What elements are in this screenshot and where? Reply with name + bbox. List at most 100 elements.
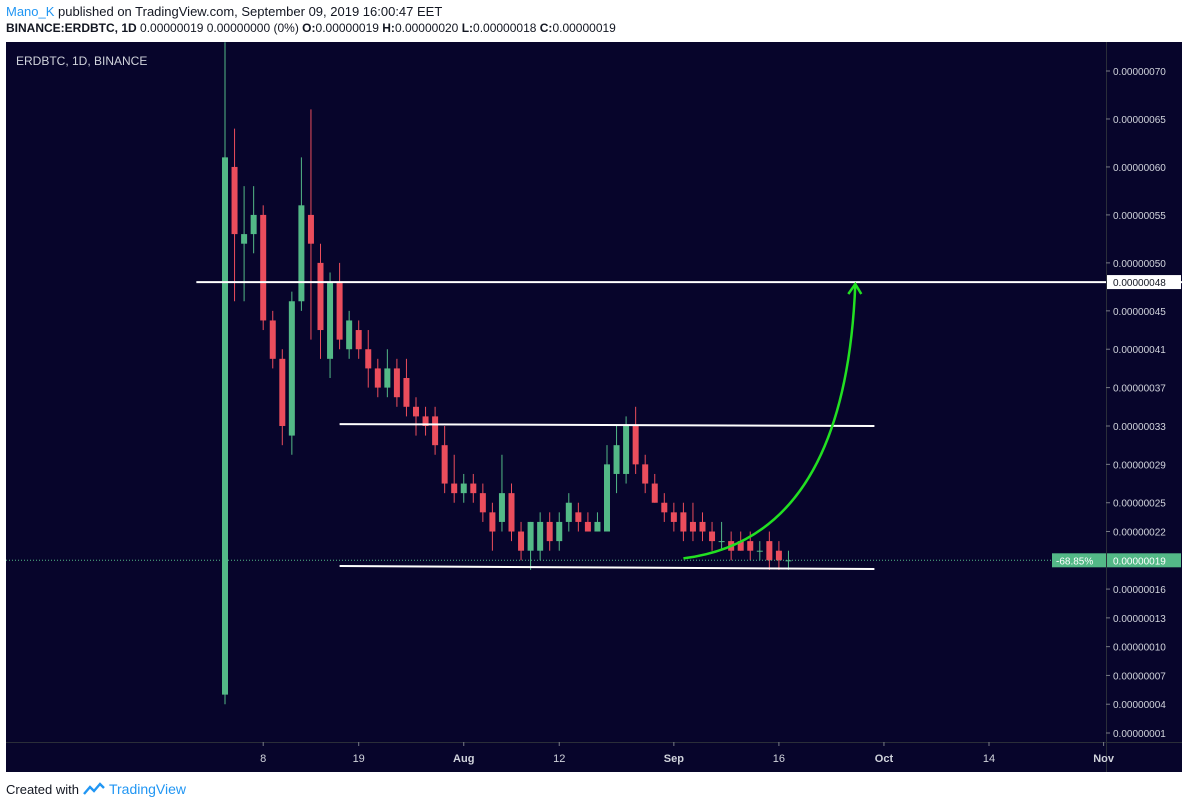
candle-body bbox=[546, 521, 553, 542]
time-tick-label: Nov bbox=[1093, 753, 1115, 765]
candle-body bbox=[527, 521, 534, 551]
candle-body bbox=[661, 502, 668, 513]
change-percent-marker bbox=[1052, 553, 1106, 568]
candle bbox=[231, 128, 238, 302]
price-tick-label: 0.00000001 bbox=[1113, 729, 1166, 740]
candlestick-chart[interactable]: 0.00000070 0.00000065 0.00000060 0.00000055… bbox=[6, 42, 1182, 772]
candle-body bbox=[346, 320, 353, 350]
candle bbox=[632, 406, 639, 474]
candle bbox=[689, 502, 696, 542]
price-tick-label: 0.00000013 bbox=[1113, 614, 1166, 625]
candle-body bbox=[479, 493, 486, 513]
candle-body bbox=[737, 541, 744, 551]
candle bbox=[451, 454, 458, 503]
candle bbox=[413, 397, 419, 436]
candle bbox=[756, 541, 763, 561]
price-tick-label: 0.00000022 bbox=[1113, 528, 1166, 539]
candle bbox=[384, 349, 391, 398]
candle-body bbox=[441, 445, 448, 484]
candle-body bbox=[709, 531, 716, 542]
candle-body bbox=[460, 483, 467, 494]
candle-body bbox=[508, 493, 515, 532]
projection-arrow bbox=[683, 283, 857, 560]
candle-body bbox=[556, 521, 563, 542]
high-value: 0.00000020 bbox=[394, 21, 459, 35]
candle bbox=[327, 272, 334, 379]
author-link[interactable]: Mano_K bbox=[6, 4, 55, 19]
candle-body bbox=[575, 512, 582, 522]
price-tick-label: 0.00000055 bbox=[1113, 211, 1166, 222]
resistance-price-marker bbox=[1107, 275, 1181, 290]
candles-layer bbox=[222, 42, 792, 705]
candle-body bbox=[355, 330, 362, 350]
price-tick-label: 0.00000025 bbox=[1113, 499, 1166, 510]
lower-channel-line bbox=[339, 565, 875, 570]
candle bbox=[642, 454, 649, 494]
candle bbox=[651, 473, 658, 503]
publish-line: Mano_K published on TradingView.com, Sep… bbox=[6, 4, 442, 19]
candle bbox=[222, 42, 228, 705]
candle-body bbox=[393, 368, 400, 398]
candle-body bbox=[403, 378, 410, 407]
candle bbox=[422, 406, 429, 436]
price-tick-label: 0.00000007 bbox=[1113, 671, 1166, 682]
candle bbox=[709, 521, 716, 551]
price-tick-label: 0.00000029 bbox=[1113, 460, 1166, 471]
candle-body bbox=[699, 521, 706, 532]
candle-body bbox=[718, 541, 725, 543]
candle-body bbox=[260, 214, 267, 321]
candle bbox=[479, 483, 486, 522]
candle bbox=[670, 502, 677, 532]
price-tick-label: 0.00000033 bbox=[1113, 422, 1166, 433]
symbol-interval: BINANCE:ERDBTC, 1D bbox=[6, 21, 137, 35]
price-tick-label: 0.00000004 bbox=[1113, 700, 1166, 711]
candle bbox=[785, 550, 792, 570]
candle bbox=[594, 512, 601, 532]
ohlc-line: BINANCE:ERDBTC, 1D 0.00000019 0.00000000… bbox=[6, 21, 616, 35]
change-percent-label: -68.85% bbox=[1056, 556, 1093, 567]
price-tick-label: 0.00000010 bbox=[1113, 643, 1166, 654]
candle bbox=[269, 310, 276, 369]
candle-body bbox=[365, 349, 372, 369]
candle bbox=[393, 358, 400, 407]
candle-body bbox=[785, 560, 792, 562]
price-tick-label: 0.00000050 bbox=[1113, 259, 1166, 270]
candle bbox=[584, 512, 591, 532]
candle-body bbox=[584, 521, 591, 532]
time-tick-label: 19 bbox=[353, 753, 365, 765]
candle-body bbox=[537, 521, 544, 551]
candle bbox=[661, 493, 668, 522]
candle-body bbox=[565, 502, 572, 522]
candle bbox=[575, 502, 582, 532]
candle bbox=[680, 502, 687, 542]
tradingview-brand-link[interactable]: TradingView bbox=[108, 781, 187, 797]
projection-arrow-head bbox=[847, 281, 863, 295]
candle bbox=[250, 186, 257, 254]
time-tick-label: 16 bbox=[773, 753, 785, 765]
candle bbox=[336, 262, 343, 350]
chart-frame[interactable]: 0.00000070 0.00000065 0.00000060 0.00000055… bbox=[6, 42, 1182, 772]
candle bbox=[613, 425, 620, 494]
candle-body bbox=[756, 550, 763, 552]
candle bbox=[441, 425, 448, 494]
open-label: O: bbox=[302, 21, 316, 35]
candle bbox=[241, 186, 248, 302]
candle bbox=[498, 454, 505, 532]
candle bbox=[460, 473, 467, 503]
candle bbox=[766, 531, 773, 570]
candle bbox=[470, 473, 477, 503]
price-tick-label: 0.00000037 bbox=[1113, 384, 1166, 395]
candle bbox=[518, 521, 525, 561]
candle-body bbox=[384, 368, 391, 388]
price-tick-label: 0.00000070 bbox=[1113, 67, 1166, 78]
candle-body bbox=[604, 464, 610, 532]
candle bbox=[307, 109, 314, 340]
candle-body bbox=[594, 521, 601, 532]
candle-body bbox=[336, 282, 343, 340]
candle-body bbox=[632, 425, 639, 465]
time-tick-label: 12 bbox=[553, 753, 565, 765]
candle bbox=[546, 512, 553, 551]
price-tick-label: 0.00000041 bbox=[1113, 345, 1166, 356]
last-price-label: 0.00000019 bbox=[1113, 556, 1166, 567]
candle-body bbox=[241, 234, 248, 244]
